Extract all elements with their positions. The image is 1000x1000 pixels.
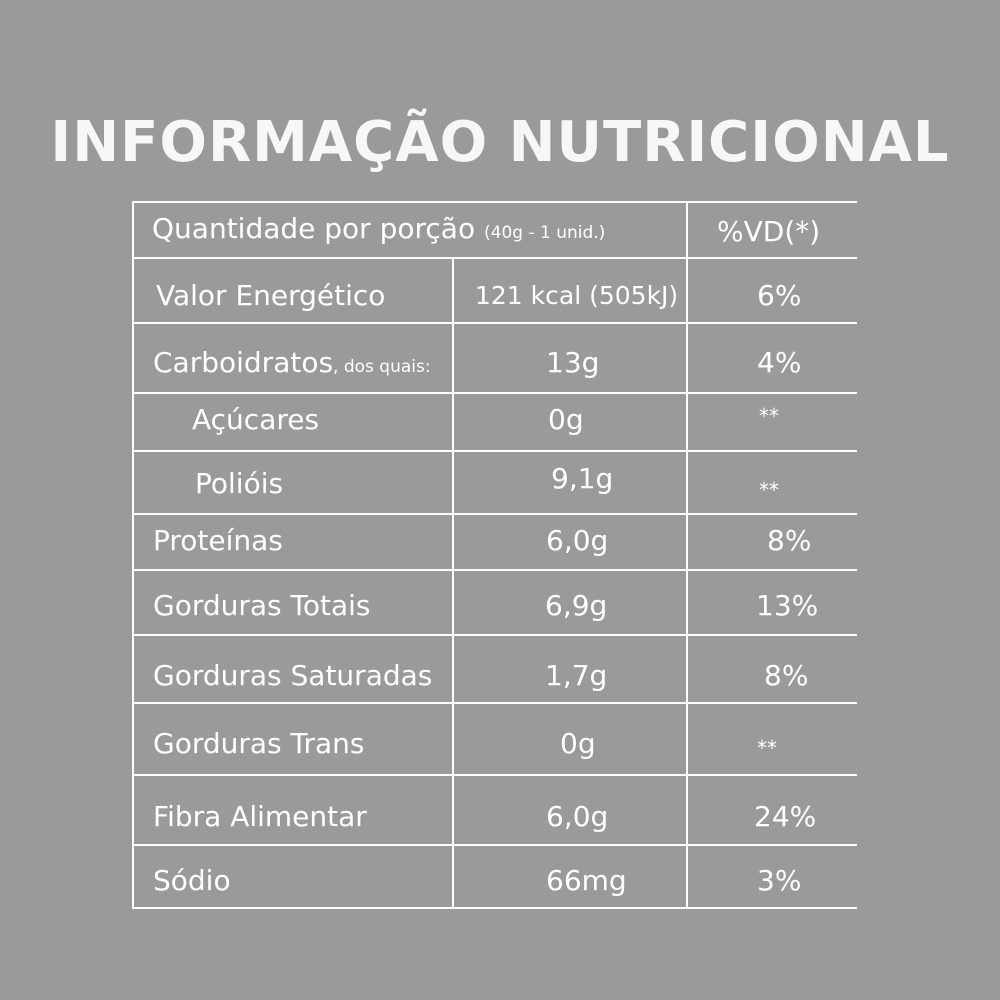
- row-divider: [132, 634, 857, 636]
- nutrient-dv: **: [757, 736, 777, 760]
- nutrient-amount: 0g: [560, 727, 596, 760]
- row-divider: [132, 844, 857, 846]
- nutrient-dv: 24%: [754, 800, 817, 833]
- page-title: INFORMAÇÃO NUTRICIONAL: [50, 110, 950, 175]
- nutrient-dv: 8%: [764, 659, 809, 692]
- nutrient-name: Valor Energético: [156, 279, 386, 312]
- row-divider: [132, 513, 857, 515]
- nutrient-name: Carboidratos, dos quais:: [153, 346, 431, 384]
- header-divider: [132, 257, 857, 259]
- nutrient-dv: 4%: [757, 346, 802, 379]
- nutrient-amount: 6,0g: [546, 800, 609, 833]
- serving-label: Quantidade por porção: [152, 212, 476, 245]
- row-divider: [132, 450, 857, 452]
- row-divider: [132, 774, 857, 776]
- nutrient-name: Gorduras Totais: [153, 589, 371, 622]
- nutrient-name: Fibra Alimentar: [153, 800, 367, 833]
- nutrient-name: Gorduras Saturadas: [153, 659, 433, 692]
- serving-header: Quantidade por porção (40g - 1 unid.): [152, 212, 605, 250]
- nutrient-name-text: Carboidratos: [153, 346, 334, 379]
- nutrient-name: Polióis: [195, 467, 284, 500]
- row-divider: [132, 569, 857, 571]
- nutrient-dv: **: [759, 478, 779, 502]
- nutrient-name: Gorduras Trans: [153, 727, 365, 760]
- amount-column-divider: [452, 257, 454, 909]
- serving-detail: (40g - 1 unid.): [484, 223, 606, 243]
- row-divider: [132, 392, 857, 394]
- nutrient-dv: 13%: [756, 589, 819, 622]
- table-left-border: [132, 201, 134, 909]
- nutrient-amount: 66mg: [546, 864, 627, 897]
- nutrient-name-suffix: , dos quais:: [333, 357, 431, 377]
- nutrient-dv: **: [759, 404, 779, 428]
- nutrient-name: Sódio: [153, 864, 231, 897]
- nutrition-table: Quantidade por porção (40g - 1 unid.) %V…: [132, 201, 857, 909]
- nutrient-name: Açúcares: [192, 403, 320, 436]
- nutrient-amount: 6,0g: [546, 524, 609, 557]
- table-top-border: [132, 201, 857, 203]
- dv-header: %VD(*): [717, 215, 821, 248]
- nutrient-dv: 6%: [757, 279, 802, 312]
- nutrient-amount: 6,9g: [545, 589, 608, 622]
- nutrient-amount: 9,1g: [551, 462, 614, 495]
- nutrient-amount: 13g: [546, 346, 600, 379]
- nutrient-amount: 1,7g: [545, 659, 608, 692]
- table-bottom-border: [132, 907, 857, 909]
- nutrient-amount: 0g: [548, 403, 584, 436]
- dv-column-divider: [686, 201, 688, 909]
- nutrient-dv: 8%: [767, 524, 812, 557]
- nutrient-name: Proteínas: [153, 524, 283, 557]
- nutrient-dv: 3%: [757, 864, 802, 897]
- row-divider: [132, 322, 857, 324]
- nutrient-amount: 121 kcal (505kJ): [475, 281, 679, 310]
- row-divider: [132, 702, 857, 704]
